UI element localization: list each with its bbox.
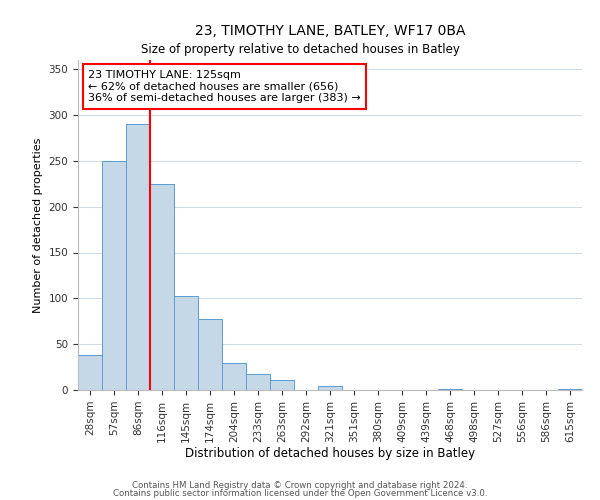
Title: 23, TIMOTHY LANE, BATLEY, WF17 0BA: 23, TIMOTHY LANE, BATLEY, WF17 0BA bbox=[195, 24, 465, 38]
Y-axis label: Number of detached properties: Number of detached properties bbox=[33, 138, 43, 312]
Bar bbox=[558, 389, 582, 390]
Bar bbox=[174, 296, 198, 390]
Bar bbox=[198, 320, 222, 390]
X-axis label: Distribution of detached houses by size in Batley: Distribution of detached houses by size … bbox=[185, 448, 475, 460]
Bar bbox=[78, 355, 102, 390]
Bar bbox=[318, 386, 342, 390]
Bar bbox=[246, 374, 270, 390]
Bar bbox=[126, 124, 150, 390]
Text: Contains public sector information licensed under the Open Government Licence v3: Contains public sector information licen… bbox=[113, 488, 487, 498]
Bar bbox=[102, 161, 126, 390]
Text: 23 TIMOTHY LANE: 125sqm
← 62% of detached houses are smaller (656)
36% of semi-d: 23 TIMOTHY LANE: 125sqm ← 62% of detache… bbox=[88, 70, 361, 103]
Text: Size of property relative to detached houses in Batley: Size of property relative to detached ho… bbox=[140, 42, 460, 56]
Bar bbox=[270, 380, 294, 390]
Text: Contains HM Land Registry data © Crown copyright and database right 2024.: Contains HM Land Registry data © Crown c… bbox=[132, 481, 468, 490]
Bar bbox=[150, 184, 174, 390]
Bar bbox=[222, 364, 246, 390]
Bar bbox=[438, 389, 462, 390]
